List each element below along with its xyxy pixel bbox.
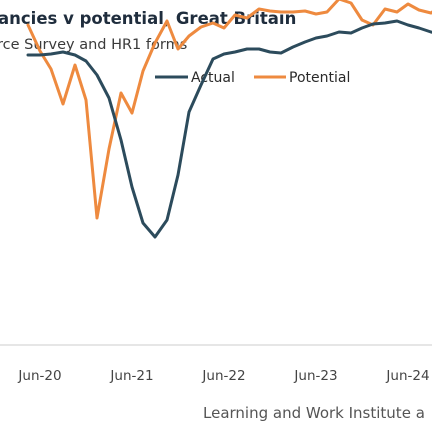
legend-label-potential: Potential <box>289 70 350 86</box>
series-lines <box>26 0 432 239</box>
x-tick-label: Jun-22 <box>201 368 245 384</box>
chart-subtitle: rce Survey and HR1 forms <box>0 37 188 53</box>
chart-title: ancies v potential, Great Britain <box>0 9 297 28</box>
series-line-potential <box>26 0 432 220</box>
x-tick-label: Jun-24 <box>385 368 429 384</box>
legend-label-actual: Actual <box>191 70 235 86</box>
legend: Actual Potential <box>155 70 350 86</box>
x-tick-label: Jun-23 <box>293 368 337 384</box>
x-tick-label: Jun-20 <box>17 368 61 384</box>
source-note: Learning and Work Institute a <box>203 404 425 422</box>
x-axis-ticks: Jun-20 Jun-21 Jun-22 Jun-23 Jun-24 <box>17 368 429 384</box>
series-line-actual <box>26 19 432 239</box>
x-tick-label: Jun-21 <box>109 368 153 384</box>
